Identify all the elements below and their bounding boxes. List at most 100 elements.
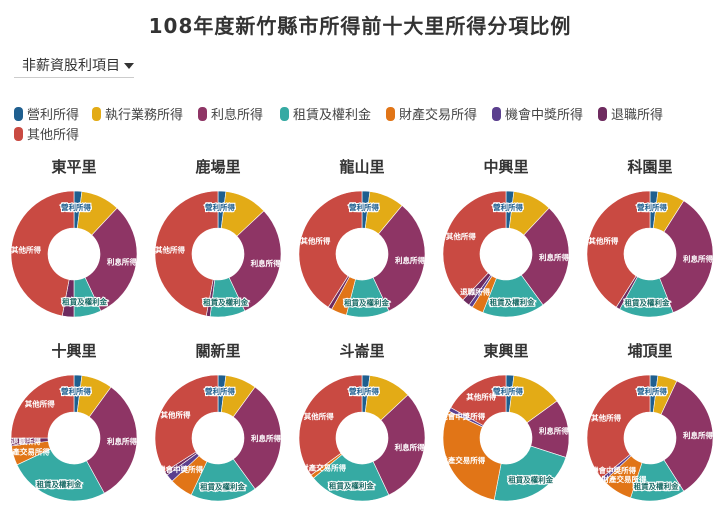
legend-item[interactable]: 財產交易所得 [386,104,477,123]
donut-slice[interactable] [442,410,502,501]
slice-label: 營利所得 [349,386,379,396]
slice-label: 營利所得 [493,386,523,396]
slice-label: 利息所得 [682,254,713,264]
legend-swatch [198,107,207,121]
slice-label: 利息所得 [682,430,713,440]
chart-title: 108年度新竹縣市所得前十大里所得分項比例 [148,14,572,38]
donut-slice[interactable] [16,448,105,502]
slice-label: 機會中獎所得 [440,411,485,421]
slice-label: 其他所得 [304,411,334,421]
donut-slice[interactable] [372,205,426,312]
legend-label: 退職所得 [611,108,664,123]
slice-label: 營利所得 [61,386,91,396]
donut-slice[interactable] [228,210,282,312]
slice-label: 租賃及權利金 [508,475,553,485]
donut-slice[interactable] [586,190,651,308]
slice-label: 其他所得 [155,244,185,254]
legend-item[interactable]: 租賃及權利金 [280,104,371,123]
panel-title: 關新里 [195,342,241,360]
legend-label: 執行業務所得 [105,108,184,123]
panel-title: 鹿場里 [195,158,241,176]
donut-slice[interactable] [10,190,75,317]
slice-label: 營利所得 [205,202,235,212]
slice-label: 機會中獎所得 [158,464,203,474]
donut-panel: 關新里 營利所得 利息所得 租賃及權利金 機會中獎所得 其他所得 [146,340,290,510]
slice-label: 退職所得 [11,436,41,446]
donut-panel: 鹿場里 營利所得 利息所得 租賃及權利金 其他所得 [146,156,290,326]
panel-title: 東興里 [483,342,529,360]
slice-label: 其他所得 [160,410,190,420]
donut-panel: 東平里 營利所得 利息所得 租賃及權利金 其他所得 [2,156,146,326]
legend-item[interactable]: 機會中獎所得 [492,104,583,123]
slice-label: 利息所得 [538,252,569,262]
slice-label: 利息所得 [106,257,137,267]
legend-label: 租賃及權利金 [293,108,372,123]
slice-label: 利息所得 [394,255,425,265]
legend-item[interactable]: 營利所得 [14,104,79,123]
slice-label: 租賃及權利金 [62,296,107,306]
donut-slice[interactable] [586,374,651,479]
slice-label: 其他所得 [25,399,55,409]
legend-swatch [280,107,289,121]
donut-slice[interactable] [493,445,567,502]
donut-slice[interactable] [298,190,363,308]
legend-swatch [598,107,607,121]
legend-swatch [92,107,101,121]
slice-label: 其他所得 [591,412,621,422]
slice-label: 租賃及權利金 [624,297,669,307]
donut-slice[interactable] [232,386,282,490]
legend-item[interactable]: 退職所得 [598,104,663,123]
legend-item[interactable]: 其他所得 [14,124,79,143]
legend-item[interactable]: 利息所得 [198,104,263,123]
legend-label: 財產交易所得 [399,108,478,123]
donut-slice[interactable] [84,207,138,312]
slice-label: 營利所得 [637,202,667,212]
donut-panel: 埔頂里 營利所得 利息所得 租賃及權利金 財產交易所得 機會中獎所得 其他所得 [578,340,720,510]
slice-label: 租賃及權利金 [200,481,245,491]
slice-label: 租賃及權利金 [344,297,389,307]
donut-panel: 科園里 營利所得 利息所得 租賃及權利金 其他所得 [578,156,720,326]
slice-label: 租賃及權利金 [329,480,374,490]
slice-label: 退職所得 [460,286,490,296]
donut-slice[interactable] [10,374,75,439]
donut-panel: 斗崙里 營利所得 利息所得 租賃及權利金 財產交易所得 其他所得 [290,340,434,510]
slice-label: 其他所得 [588,235,618,245]
slice-label: 其他所得 [11,244,41,254]
panel-title: 東平里 [51,158,97,176]
donut-slice[interactable] [450,374,507,426]
donut-panel: 龍山里 營利所得 利息所得 租賃及權利金 其他所得 [290,156,434,326]
donut-panel: 東興里 營利所得 利息所得 租賃及權利金 財產交易所得 機會中獎所得 其他所得 [434,340,578,510]
slice-label: 機會中獎所得 [591,465,636,475]
slice-label: 利息所得 [394,442,425,452]
slice-label: 其他所得 [300,235,330,245]
dropdown-label: 非薪資股利項目 [22,58,120,74]
donut-slice[interactable] [154,190,219,317]
item-filter-dropdown[interactable]: 非薪資股利項目 [14,54,134,78]
donut-slice[interactable] [154,374,219,473]
slice-label: 財產交易所得 [439,455,485,465]
legend-swatch [386,107,395,121]
panel-title: 中興里 [483,158,529,176]
donut-slice[interactable] [298,374,363,476]
donut-slice[interactable] [660,380,714,492]
slice-label: 租賃及權利金 [634,481,679,491]
slice-label: 營利所得 [493,202,523,212]
donut-panel: 十興里 營利所得 利息所得 租賃及權利金 財產交易所得 退職所得 其他所得 [2,340,146,510]
slice-label: 租賃及權利金 [490,297,535,307]
slice-label: 營利所得 [637,386,667,396]
donut-slice[interactable] [86,386,138,494]
panel-title: 龍山里 [339,158,385,176]
donut-slice[interactable] [442,190,507,301]
panel-title: 十興里 [51,342,97,360]
legend-item[interactable]: 執行業務所得 [92,104,183,123]
donut-slice[interactable] [659,200,714,313]
donut-slice[interactable] [520,207,570,306]
donut-slice[interactable] [372,394,426,496]
slice-label: 利息所得 [250,433,281,443]
